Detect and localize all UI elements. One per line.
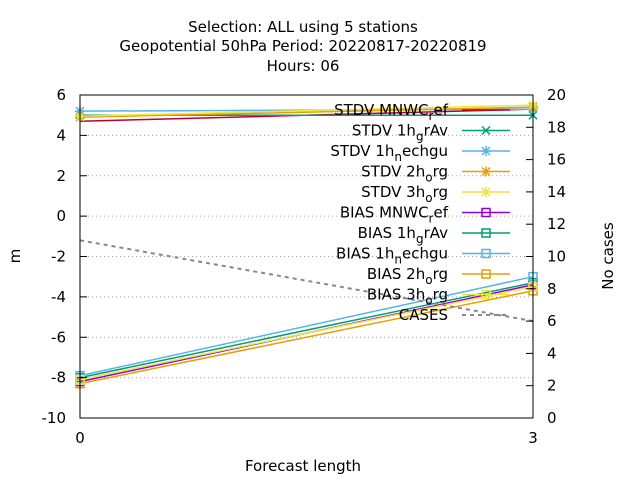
- y-tick-label: 4: [56, 126, 66, 144]
- legend-label: CASES: [399, 306, 448, 324]
- legend-entry: STDV 2horg: [361, 163, 510, 185]
- series-line: [79, 239, 534, 323]
- x-axis-label: Forecast length: [245, 457, 361, 475]
- legend-label: STDV 2horg: [361, 163, 448, 185]
- y2-tick-label: 12: [547, 215, 566, 233]
- y2-tick-label: 4: [547, 344, 557, 362]
- y-tick-label: -4: [51, 288, 66, 306]
- y2-axis-label: No cases: [599, 222, 617, 290]
- y-tick-label: -6: [51, 328, 66, 346]
- legend-label: STDV 1hnechgu: [330, 142, 448, 164]
- legend-entry: STDV MNWCref: [334, 101, 510, 123]
- legend-label: BIAS MNWCref: [340, 204, 449, 226]
- y-tick-label: 2: [56, 167, 66, 185]
- y2-tick-label: 20: [547, 86, 566, 104]
- legend-label: BIAS 3horg: [367, 286, 448, 308]
- point-marker: [481, 228, 491, 238]
- chart-title: Selection: ALL using 5 stations Geopoten…: [119, 18, 486, 75]
- point-marker: [481, 289, 491, 300]
- title-line-2: Geopotential 50hPa Period: 20220817-2022…: [119, 37, 486, 55]
- y2-tick-label: 0: [547, 409, 557, 427]
- point-marker: [481, 269, 491, 279]
- y2-tick-label: 16: [547, 151, 566, 169]
- legend-entry: STDV 1hgrAv: [352, 122, 510, 144]
- x-tick-label: 0: [75, 429, 85, 447]
- legend-label: STDV 1hgrAv: [352, 122, 448, 144]
- legend-entry: BIAS 2horg: [367, 265, 510, 287]
- y2-tick-label: 10: [547, 248, 566, 266]
- legend-label: STDV MNWCref: [334, 101, 449, 123]
- y-tick-label: -8: [51, 369, 66, 387]
- y-tick-label: -10: [42, 409, 67, 427]
- legend-entry: BIAS 1hgrAv: [358, 224, 510, 246]
- y-axis-label: m: [6, 249, 24, 264]
- title-line-1: Selection: ALL using 5 stations: [188, 18, 418, 36]
- y-tick-label: 6: [56, 86, 66, 104]
- legend-entry: CASES: [399, 306, 510, 324]
- legend-entry: BIAS MNWCref: [340, 204, 510, 226]
- x-tick-label: 3: [528, 429, 538, 447]
- series-line: [79, 106, 534, 118]
- series-line: [79, 290, 534, 385]
- y-tick-label: 0: [56, 207, 66, 225]
- legend-entry: STDV 1hnechgu: [330, 142, 510, 164]
- series-9: [75, 286, 538, 389]
- legend-label: STDV 3horg: [361, 183, 448, 205]
- y2-tick-label: 6: [547, 312, 557, 330]
- legend-label: BIAS 1hgrAv: [358, 224, 449, 246]
- point-marker: [481, 248, 491, 259]
- legend-label: BIAS 2horg: [367, 265, 448, 287]
- point-marker: [481, 207, 491, 218]
- y2-tick-label: 14: [547, 183, 566, 201]
- series-line: [79, 286, 534, 381]
- point-marker: [481, 125, 491, 136]
- y2-tick-label: 2: [547, 377, 557, 395]
- legend-entry: BIAS 3horg: [367, 286, 510, 308]
- legend-entry: STDV 3horg: [361, 183, 510, 205]
- y-tick-label: -2: [51, 248, 66, 266]
- series-10: [75, 282, 538, 385]
- series-line: [79, 282, 534, 379]
- legend-entry: BIAS 1hnechgu: [336, 245, 510, 267]
- y2-tick-label: 18: [547, 118, 566, 136]
- series-11: [79, 239, 534, 323]
- legend-label: BIAS 1hnechgu: [336, 245, 448, 267]
- y2-tick-label: 8: [547, 280, 557, 298]
- series-layer: [75, 100, 538, 389]
- series-line: [79, 104, 534, 117]
- title-line-3: Hours: 06: [267, 57, 340, 75]
- series-line: [79, 275, 534, 377]
